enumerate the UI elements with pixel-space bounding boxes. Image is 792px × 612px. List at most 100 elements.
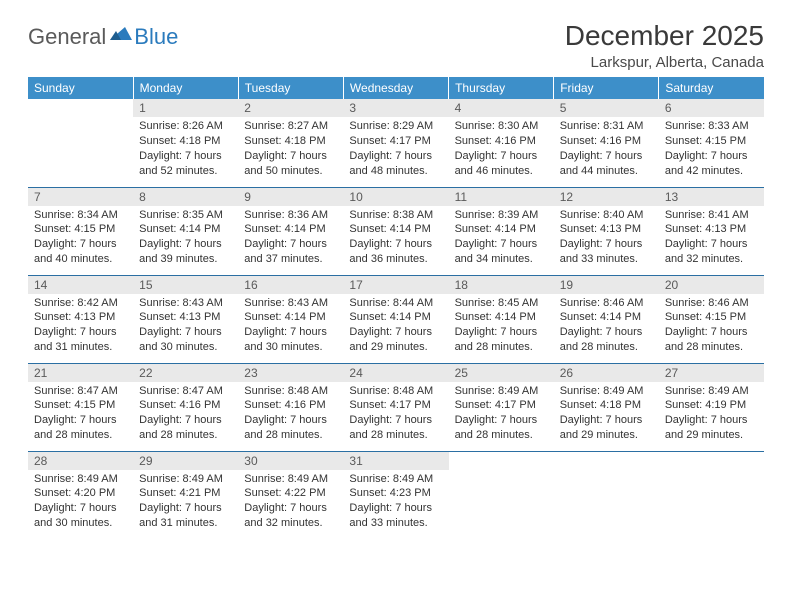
day-number: 15 [133, 276, 238, 294]
day-content: Sunrise: 8:43 AMSunset: 4:14 PMDaylight:… [238, 294, 343, 359]
calendar-day-cell: 30Sunrise: 8:49 AMSunset: 4:22 PMDayligh… [238, 451, 343, 539]
day-number: 26 [554, 364, 659, 382]
calendar-day-cell: 16Sunrise: 8:43 AMSunset: 4:14 PMDayligh… [238, 275, 343, 363]
day-number: 7 [28, 188, 133, 206]
day-number: 13 [659, 188, 764, 206]
weekday-header: Monday [133, 77, 238, 99]
day-number: 29 [133, 452, 238, 470]
day-content: Sunrise: 8:38 AMSunset: 4:14 PMDaylight:… [343, 206, 448, 271]
weekday-header-row: SundayMondayTuesdayWednesdayThursdayFrid… [28, 77, 764, 99]
day-content: Sunrise: 8:46 AMSunset: 4:15 PMDaylight:… [659, 294, 764, 359]
calendar-day-cell: 10Sunrise: 8:38 AMSunset: 4:14 PMDayligh… [343, 187, 448, 275]
calendar-day-cell: 23Sunrise: 8:48 AMSunset: 4:16 PMDayligh… [238, 363, 343, 451]
day-number: 5 [554, 99, 659, 117]
day-number: 12 [554, 188, 659, 206]
day-content: Sunrise: 8:44 AMSunset: 4:14 PMDaylight:… [343, 294, 448, 359]
day-content: Sunrise: 8:42 AMSunset: 4:13 PMDaylight:… [28, 294, 133, 359]
day-number: 24 [343, 364, 448, 382]
weekday-header: Saturday [659, 77, 764, 99]
day-content: Sunrise: 8:36 AMSunset: 4:14 PMDaylight:… [238, 206, 343, 271]
calendar-day-cell: 24Sunrise: 8:48 AMSunset: 4:17 PMDayligh… [343, 363, 448, 451]
calendar-day-cell: 19Sunrise: 8:46 AMSunset: 4:14 PMDayligh… [554, 275, 659, 363]
day-number: 14 [28, 276, 133, 294]
calendar-day-cell: 7Sunrise: 8:34 AMSunset: 4:15 PMDaylight… [28, 187, 133, 275]
calendar-week-row: 14Sunrise: 8:42 AMSunset: 4:13 PMDayligh… [28, 275, 764, 363]
calendar-week-row: 21Sunrise: 8:47 AMSunset: 4:15 PMDayligh… [28, 363, 764, 451]
weekday-header: Wednesday [343, 77, 448, 99]
title-block: December 2025 Larkspur, Alberta, Canada [565, 20, 764, 71]
day-content: Sunrise: 8:47 AMSunset: 4:15 PMDaylight:… [28, 382, 133, 447]
day-content: Sunrise: 8:43 AMSunset: 4:13 PMDaylight:… [133, 294, 238, 359]
calendar-day-cell: 8Sunrise: 8:35 AMSunset: 4:14 PMDaylight… [133, 187, 238, 275]
calendar-day-cell: .. [659, 451, 764, 539]
weekday-header: Friday [554, 77, 659, 99]
day-content: Sunrise: 8:46 AMSunset: 4:14 PMDaylight:… [554, 294, 659, 359]
calendar-day-cell: 28Sunrise: 8:49 AMSunset: 4:20 PMDayligh… [28, 451, 133, 539]
day-number: 17 [343, 276, 448, 294]
day-content: Sunrise: 8:33 AMSunset: 4:15 PMDaylight:… [659, 117, 764, 182]
day-number: 30 [238, 452, 343, 470]
day-content: Sunrise: 8:45 AMSunset: 4:14 PMDaylight:… [449, 294, 554, 359]
day-number: 10 [343, 188, 448, 206]
day-number: 18 [449, 276, 554, 294]
calendar-day-cell: 4Sunrise: 8:30 AMSunset: 4:16 PMDaylight… [449, 99, 554, 187]
day-number: 3 [343, 99, 448, 117]
calendar-day-cell: 31Sunrise: 8:49 AMSunset: 4:23 PMDayligh… [343, 451, 448, 539]
calendar-day-cell: 15Sunrise: 8:43 AMSunset: 4:13 PMDayligh… [133, 275, 238, 363]
calendar-day-cell: 17Sunrise: 8:44 AMSunset: 4:14 PMDayligh… [343, 275, 448, 363]
month-title: December 2025 [565, 20, 764, 52]
logo-text-general: General [28, 24, 106, 50]
calendar-day-cell: .. [28, 99, 133, 187]
logo-triangle-icon [110, 24, 132, 45]
calendar-day-cell: 6Sunrise: 8:33 AMSunset: 4:15 PMDaylight… [659, 99, 764, 187]
calendar-day-cell: .. [449, 451, 554, 539]
weekday-header: Tuesday [238, 77, 343, 99]
day-number: 19 [554, 276, 659, 294]
day-number: 4 [449, 99, 554, 117]
calendar-day-cell: 21Sunrise: 8:47 AMSunset: 4:15 PMDayligh… [28, 363, 133, 451]
calendar-day-cell: 1Sunrise: 8:26 AMSunset: 4:18 PMDaylight… [133, 99, 238, 187]
calendar-day-cell: 11Sunrise: 8:39 AMSunset: 4:14 PMDayligh… [449, 187, 554, 275]
header: General Blue December 2025 Larkspur, Alb… [28, 20, 764, 71]
day-content: Sunrise: 8:27 AMSunset: 4:18 PMDaylight:… [238, 117, 343, 182]
day-content: Sunrise: 8:34 AMSunset: 4:15 PMDaylight:… [28, 206, 133, 271]
calendar-table: SundayMondayTuesdayWednesdayThursdayFrid… [28, 77, 764, 539]
day-number: 1 [133, 99, 238, 117]
day-content: Sunrise: 8:41 AMSunset: 4:13 PMDaylight:… [659, 206, 764, 271]
day-number: 28 [28, 452, 133, 470]
day-number: 25 [449, 364, 554, 382]
calendar-day-cell: 29Sunrise: 8:49 AMSunset: 4:21 PMDayligh… [133, 451, 238, 539]
logo-text-blue: Blue [134, 24, 178, 50]
calendar-day-cell: 5Sunrise: 8:31 AMSunset: 4:16 PMDaylight… [554, 99, 659, 187]
day-number: 16 [238, 276, 343, 294]
day-number: 27 [659, 364, 764, 382]
day-content: Sunrise: 8:49 AMSunset: 4:18 PMDaylight:… [554, 382, 659, 447]
weekday-header: Sunday [28, 77, 133, 99]
day-content: Sunrise: 8:49 AMSunset: 4:20 PMDaylight:… [28, 470, 133, 535]
calendar-day-cell: 14Sunrise: 8:42 AMSunset: 4:13 PMDayligh… [28, 275, 133, 363]
day-number: 9 [238, 188, 343, 206]
day-content: Sunrise: 8:48 AMSunset: 4:17 PMDaylight:… [343, 382, 448, 447]
calendar-day-cell: 2Sunrise: 8:27 AMSunset: 4:18 PMDaylight… [238, 99, 343, 187]
day-number: 22 [133, 364, 238, 382]
calendar-day-cell: 26Sunrise: 8:49 AMSunset: 4:18 PMDayligh… [554, 363, 659, 451]
day-number: 21 [28, 364, 133, 382]
calendar-week-row: 28Sunrise: 8:49 AMSunset: 4:20 PMDayligh… [28, 451, 764, 539]
calendar-day-cell: 3Sunrise: 8:29 AMSunset: 4:17 PMDaylight… [343, 99, 448, 187]
calendar-day-cell: 27Sunrise: 8:49 AMSunset: 4:19 PMDayligh… [659, 363, 764, 451]
day-content: Sunrise: 8:30 AMSunset: 4:16 PMDaylight:… [449, 117, 554, 182]
day-content: Sunrise: 8:49 AMSunset: 4:19 PMDaylight:… [659, 382, 764, 447]
day-content: Sunrise: 8:49 AMSunset: 4:23 PMDaylight:… [343, 470, 448, 535]
day-content: Sunrise: 8:49 AMSunset: 4:22 PMDaylight:… [238, 470, 343, 535]
day-content: Sunrise: 8:40 AMSunset: 4:13 PMDaylight:… [554, 206, 659, 271]
calendar-week-row: 7Sunrise: 8:34 AMSunset: 4:15 PMDaylight… [28, 187, 764, 275]
calendar-day-cell: 13Sunrise: 8:41 AMSunset: 4:13 PMDayligh… [659, 187, 764, 275]
calendar-day-cell: 12Sunrise: 8:40 AMSunset: 4:13 PMDayligh… [554, 187, 659, 275]
location: Larkspur, Alberta, Canada [565, 54, 764, 71]
calendar-day-cell: 9Sunrise: 8:36 AMSunset: 4:14 PMDaylight… [238, 187, 343, 275]
day-content: Sunrise: 8:49 AMSunset: 4:17 PMDaylight:… [449, 382, 554, 447]
day-number: 2 [238, 99, 343, 117]
day-content: Sunrise: 8:29 AMSunset: 4:17 PMDaylight:… [343, 117, 448, 182]
day-content: Sunrise: 8:47 AMSunset: 4:16 PMDaylight:… [133, 382, 238, 447]
calendar-day-cell: 25Sunrise: 8:49 AMSunset: 4:17 PMDayligh… [449, 363, 554, 451]
